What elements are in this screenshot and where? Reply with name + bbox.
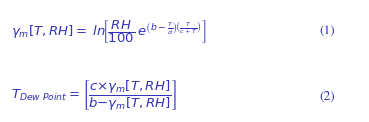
Text: (2): (2) [319, 91, 335, 102]
Text: $T_{Dew\;Point} = \left[\dfrac{c{\times}\gamma_m[T,RH]}{b{-}\gamma_m[T,RH]}\righ: $T_{Dew\;Point} = \left[\dfrac{c{\times}… [11, 79, 177, 113]
Text: $\gamma_m[T,RH] = \; ln\!\left[\dfrac{RH}{100}\, e^{\left(b-\frac{T}{d}\right)\!: $\gamma_m[T,RH] = \; ln\!\left[\dfrac{RH… [11, 18, 207, 45]
Text: (1): (1) [319, 26, 335, 38]
